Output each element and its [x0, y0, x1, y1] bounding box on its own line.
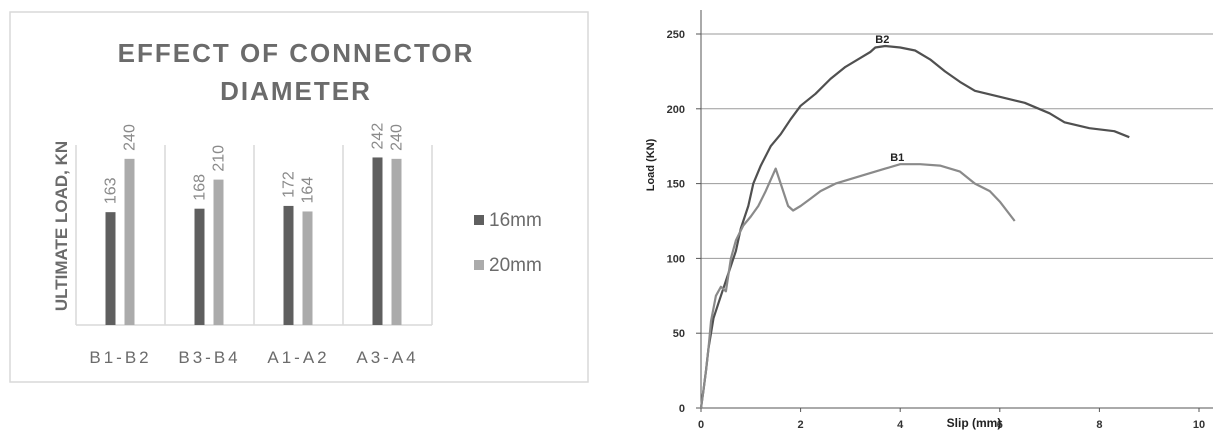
bar-16mm [283, 205, 294, 325]
series-label-B2: B2 [875, 34, 889, 46]
data-label: 240 [122, 124, 139, 151]
data-label: 163 [103, 177, 120, 204]
bar-20mm [302, 211, 313, 325]
bar-20mm [124, 158, 135, 325]
y-tick-label: 200 [667, 104, 685, 116]
category-label: A1-A2 [267, 348, 329, 367]
y-tick-label: 150 [667, 179, 685, 191]
category-label: A3-A4 [356, 348, 418, 367]
x-tick-label: 8 [1096, 419, 1102, 431]
y-axis-label: ULTIMATE LOAD, KN [52, 141, 71, 311]
chart-title-line-1: EFFECT OF CONNECTOR [118, 38, 475, 68]
data-label: 242 [370, 123, 387, 150]
y-tick-label: 50 [673, 328, 685, 340]
load-slip-line-chart: Load (KN) 0 50 100 150 200 250 0 2 4 6 8 10 B2 B1 Sli… [645, 10, 1213, 431]
x-tick-label: 6 [997, 419, 1003, 431]
y-tick-label: 0 [679, 403, 685, 415]
bar-16mm [105, 212, 116, 325]
series-line-B1 [699, 163, 1016, 409]
y-tick-label: 100 [667, 253, 685, 265]
category-label: B1-B2 [89, 348, 151, 367]
x-tick-label: 4 [897, 419, 904, 431]
y-tick-label: 250 [667, 29, 685, 41]
bar-16mm [194, 208, 205, 325]
data-label: 240 [389, 124, 406, 151]
x-tick-label: 0 [698, 419, 704, 431]
data-label: 210 [211, 145, 228, 172]
legend-swatch-20mm [474, 260, 484, 270]
bar-chart: EFFECT OF CONNECTOR DIAMETER ULTIMATE LO… [9, 11, 589, 383]
legend-label: 16mm [489, 210, 542, 231]
y-axis-label: Load (KN) [645, 138, 657, 191]
legend-label: 20mm [489, 255, 542, 276]
x-axis-label: Slip (mm) [947, 416, 1002, 430]
bar-20mm [213, 179, 224, 325]
chart-title-line-2: DIAMETER [220, 76, 372, 106]
bar-20mm [391, 158, 402, 325]
bar-16mm [372, 157, 383, 325]
data-label: 164 [300, 177, 317, 204]
category-label: B3-B4 [178, 348, 240, 367]
legend-swatch-16mm [474, 215, 484, 225]
series-line-B2 [699, 44, 1130, 409]
data-label: 172 [281, 171, 298, 198]
data-label: 168 [192, 174, 209, 201]
x-tick-label: 2 [798, 419, 804, 431]
x-tick-label: 10 [1193, 419, 1205, 431]
series-label-B1: B1 [890, 152, 904, 164]
